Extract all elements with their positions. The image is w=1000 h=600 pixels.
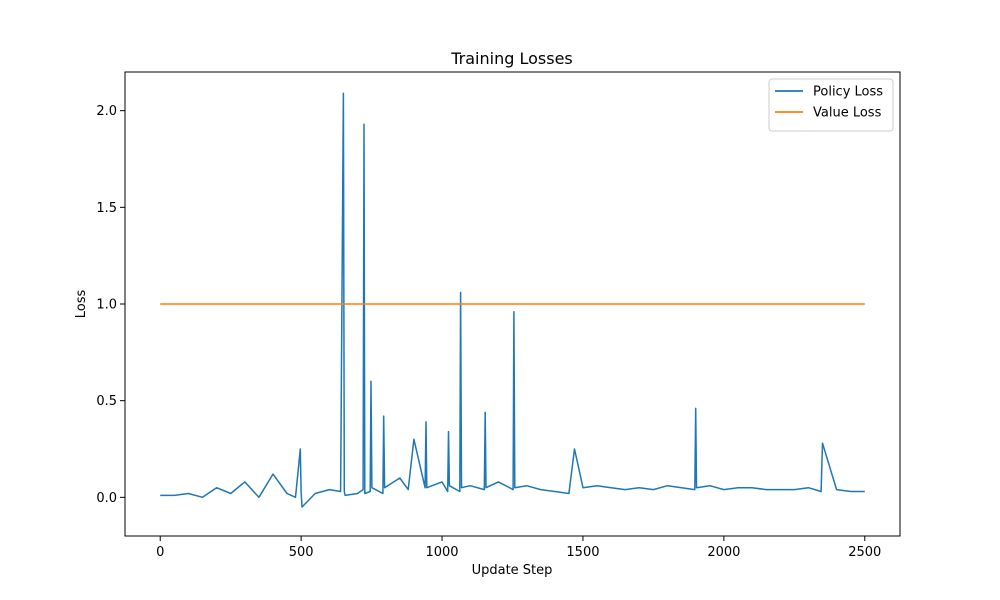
series-line-policy-loss xyxy=(160,92,865,508)
x-axis-ticks: 0 500 1000 1500 2000 2500 xyxy=(156,536,881,560)
y-tick-label: 0.0 xyxy=(96,491,117,506)
x-tick-label: 2500 xyxy=(848,545,881,560)
legend-label: Policy Loss xyxy=(813,85,883,100)
x-tick-label: 1500 xyxy=(566,545,599,560)
y-axis-ticks: 0.0 0.5 1.0 1.5 2.0 xyxy=(96,104,125,506)
legend-box xyxy=(768,78,894,132)
series-layer xyxy=(160,92,865,508)
y-tick-label: 2.0 xyxy=(96,104,117,119)
legend-label: Value Loss xyxy=(813,106,882,121)
x-tick-label: 500 xyxy=(289,545,314,560)
legend: Policy Loss Value Loss xyxy=(768,78,894,132)
x-tick-label: 1000 xyxy=(425,545,458,560)
chart-title: Training Losses xyxy=(450,49,573,68)
y-tick-label: 0.5 xyxy=(96,394,117,409)
x-axis-title: Update Step xyxy=(472,563,553,578)
x-tick-label: 0 xyxy=(156,545,164,560)
y-tick-label: 1.5 xyxy=(96,201,117,216)
y-tick-label: 1.0 xyxy=(96,298,117,313)
x-tick-label: 2000 xyxy=(707,545,740,560)
y-axis-title: Loss xyxy=(74,290,89,319)
